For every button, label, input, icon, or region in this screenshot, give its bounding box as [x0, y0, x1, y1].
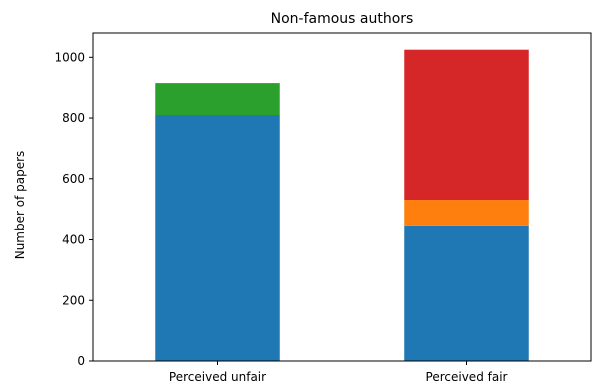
y-tick-label: 600 — [62, 172, 85, 186]
y-axis-label: Number of papers — [13, 151, 27, 260]
bar-segment-0-0 — [155, 115, 280, 361]
plot-frame — [92, 32, 592, 362]
chart-title: Non-famous authors — [271, 11, 414, 27]
bar-segment-1-0 — [404, 225, 529, 361]
y-tick-label: 0 — [77, 354, 85, 368]
x-tick-label: Perceived fair — [426, 370, 508, 384]
y-tick-label: 800 — [62, 111, 85, 125]
bar-segment-1-1 — [404, 200, 529, 226]
bar-segment-1-3 — [404, 49, 529, 201]
axes-layer: Perceived unfair Perceived fair 0 200 400 600… — [54, 32, 592, 384]
bars-layer — [155, 49, 529, 361]
x-tick-label: Perceived unfair — [169, 370, 266, 384]
y-tick-label: 1000 — [54, 50, 85, 64]
bar-segment-0-2 — [155, 83, 280, 115]
y-tick-label: 200 — [62, 293, 85, 307]
y-tick-label: 400 — [62, 233, 85, 247]
